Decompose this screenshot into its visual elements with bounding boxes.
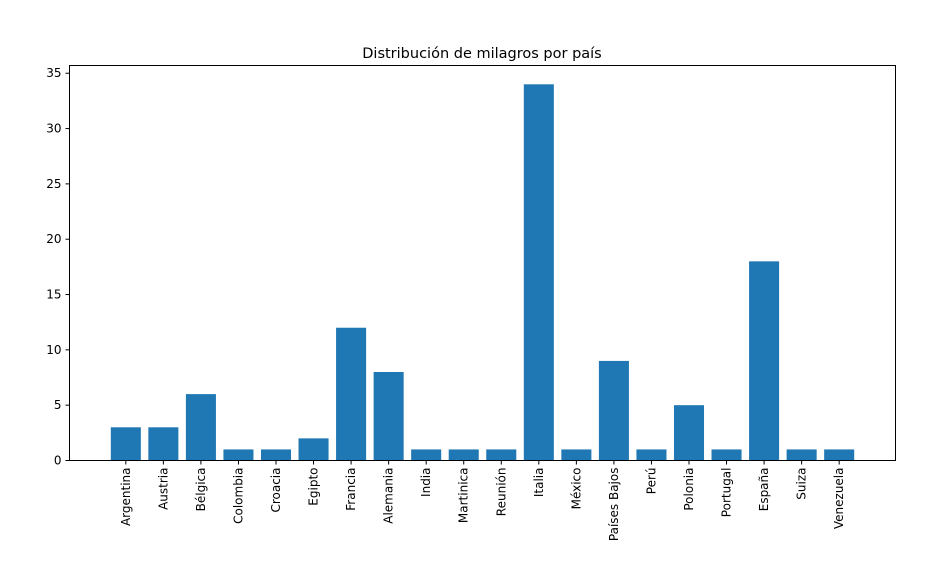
- y-tick-label: 30: [46, 122, 61, 136]
- bar-2: [185, 394, 216, 461]
- bar-3: [223, 449, 254, 461]
- x-tick-label: Perú: [644, 468, 658, 495]
- x-tick-label: Alemania: [382, 468, 396, 524]
- x-axis: Argentina Austria Bélgica Colombia Croacia Eg…: [119, 460, 846, 542]
- bar-13: [598, 360, 629, 461]
- x-tick-label: Argentina: [119, 468, 133, 527]
- x-tick-label: Bélgica: [194, 468, 208, 512]
- x-tick-label: Portugal: [720, 468, 734, 518]
- x-tick-label: Egipto: [307, 468, 321, 506]
- y-tick-label: 25: [46, 177, 61, 191]
- x-tick-label: Italia: [532, 468, 546, 498]
- x-tick-label: Martinica: [457, 468, 471, 524]
- bar-12: [561, 449, 592, 461]
- bar-7: [373, 371, 404, 461]
- bar-5: [298, 438, 329, 461]
- chart-title: Distribución de milagros por país: [362, 46, 602, 62]
- x-tick-label: Países Bajos: [607, 468, 621, 542]
- bar-17: [749, 261, 780, 461]
- bar-6: [336, 327, 367, 461]
- y-tick-label: 35: [46, 66, 61, 80]
- bar-15: [673, 405, 705, 461]
- bar-10: [486, 449, 517, 461]
- bar-11: [523, 84, 554, 461]
- x-tick-label: Croacia: [269, 468, 283, 513]
- y-tick-label: 5: [54, 398, 62, 412]
- y-tick-label: 0: [54, 454, 62, 468]
- y-tick-label: 10: [46, 343, 61, 357]
- x-tick-label: India: [419, 468, 433, 497]
- x-tick-label: España: [757, 468, 771, 512]
- x-tick-label: Colombia: [231, 468, 245, 524]
- bars-group: [110, 84, 855, 461]
- plot-frame: [69, 65, 896, 461]
- y-tick-label: 20: [46, 232, 61, 246]
- bar-19: [824, 449, 855, 461]
- x-tick-label: México: [569, 468, 583, 510]
- bar-18: [786, 449, 817, 461]
- bar-16: [711, 449, 742, 461]
- x-tick-label: Suiza: [795, 468, 809, 500]
- bar-4: [260, 449, 292, 461]
- bar-14: [636, 449, 667, 461]
- bar-0: [110, 427, 141, 461]
- x-tick-label: Venezuela: [832, 468, 846, 530]
- x-tick-label: Austria: [156, 468, 170, 510]
- y-tick-label: 15: [46, 288, 61, 302]
- bar-8: [411, 449, 442, 461]
- x-tick-label: Francia: [344, 468, 358, 511]
- bar-1: [148, 427, 179, 461]
- y-axis: 0 5 10 15 20 25 30 35: [46, 66, 70, 468]
- bar-9: [448, 449, 479, 461]
- x-tick-label: Polonia: [682, 468, 696, 511]
- x-tick-label: Reunión: [494, 468, 508, 517]
